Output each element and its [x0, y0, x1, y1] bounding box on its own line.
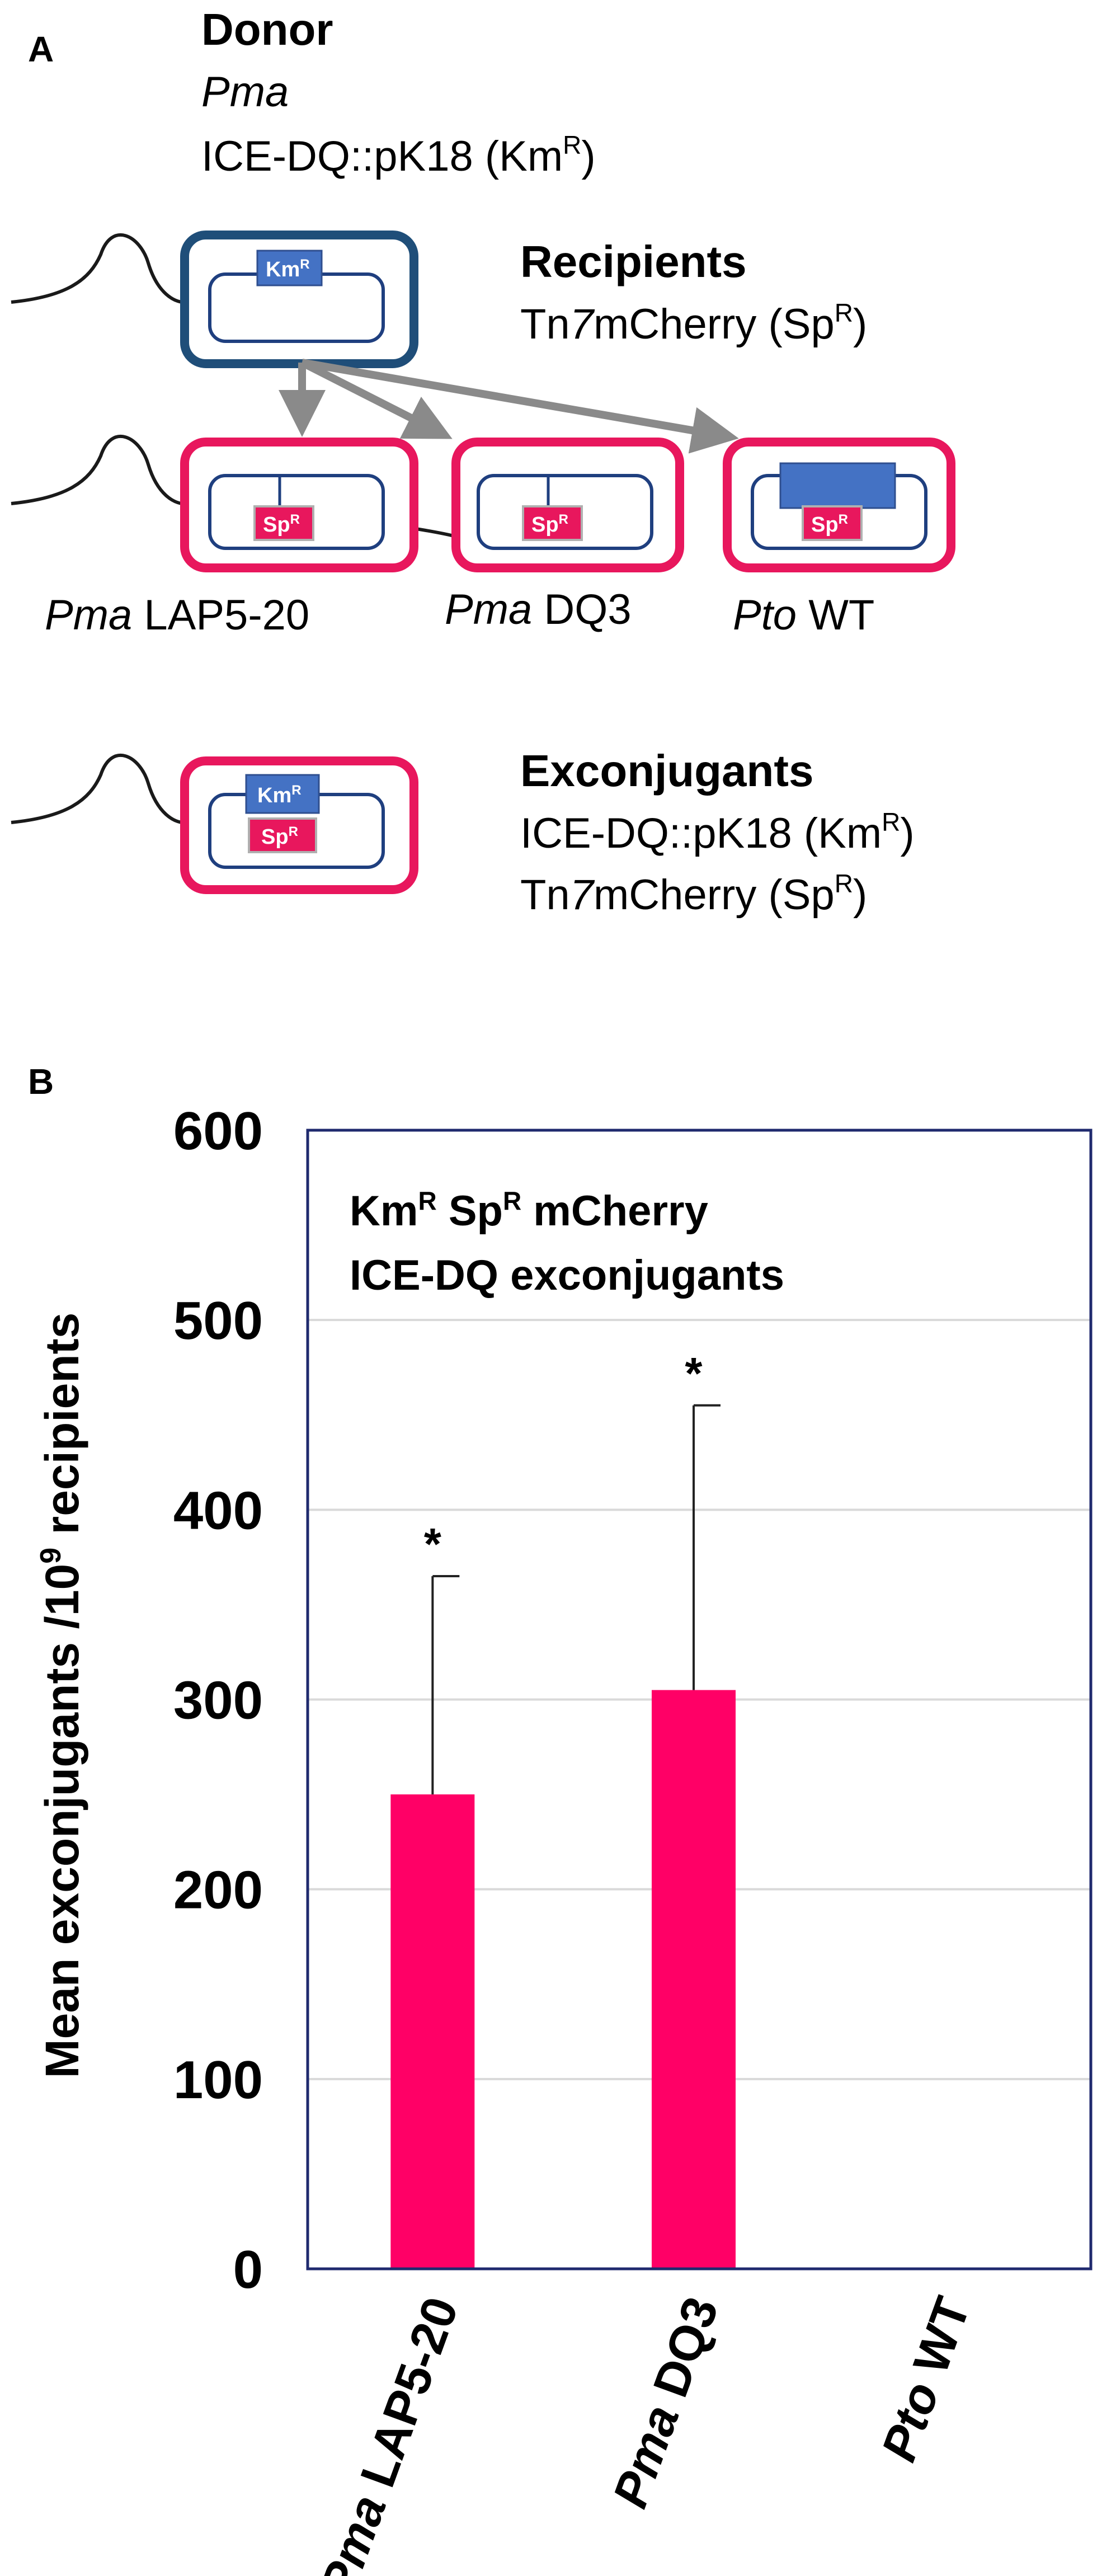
recipient-cell-outline: [451, 438, 684, 572]
arrow-to-dq3: [300, 359, 453, 439]
donor-title: Donor: [201, 4, 333, 54]
exconjugants-line1: ICE-DQ::pK18 (KmR): [520, 807, 915, 857]
recipient-sp-label: SpR: [531, 512, 568, 537]
y-tick-label: 100: [173, 2050, 263, 2110]
y-tick-labels: 0 100 200 300 400 500 600: [173, 1101, 263, 2300]
bar: [652, 1690, 736, 2269]
y-axis-title: Mean exconjugants /109 recipients: [35, 1313, 88, 2079]
y-tick-label: 500: [173, 1291, 263, 1351]
exconjugants-title: Exconjugants: [520, 746, 814, 796]
exconjugant-cell: KmR SpR: [11, 753, 418, 894]
recipient-plasmid: [208, 474, 385, 550]
donor-cell: KmR: [11, 231, 418, 368]
panel-a-label: A: [28, 29, 54, 69]
x-tick-label-pto-wt: Pto WT: [870, 2290, 981, 2469]
exconjugants-line2: Tn7mCherry (SpR): [520, 869, 867, 919]
transfer-arrows: [279, 359, 739, 454]
recipient-cell-outline: [180, 438, 418, 572]
native-element-block: [779, 462, 896, 509]
x-tick-label-dq3: Pma DQ3: [602, 2290, 729, 2515]
km-resistance-badge: [256, 250, 323, 286]
y-tick-label: 600: [173, 1101, 263, 1161]
km-resistance-badge: [245, 774, 320, 814]
sp-resistance-badge: [253, 505, 314, 541]
recipient-sp-label: SpR: [811, 512, 848, 537]
exconjugant-sp-label: SpR: [261, 824, 298, 849]
strain-label-dq3: Pma DQ3: [445, 586, 632, 633]
exconjugant-chromosome: [11, 753, 191, 825]
y-tick-label: 400: [173, 1480, 263, 1540]
bars: [390, 1690, 736, 2269]
x-tick-label-lap5-20: Pma LAP5-20: [309, 2290, 468, 2576]
sp-resistance-badge: [522, 505, 583, 541]
exconjugant-km-label: KmR: [257, 783, 302, 807]
plot-frame: [306, 1129, 1093, 2271]
panel-b: B Mean exconjugants /109 recipients 0 100…: [28, 1061, 1093, 2576]
bar: [390, 1794, 475, 2269]
strain-label-pto-wt: Pto WT: [733, 591, 874, 639]
recipient-cell-lap5-20: SpR: [180, 438, 418, 572]
error-bars: [431, 1404, 721, 1795]
sp-resistance-badge: [802, 505, 863, 541]
inset-label-line2: ICE-DQ exconjugants: [350, 1252, 784, 1299]
inset-label-line1: KmR SpR mCherry: [350, 1186, 708, 1235]
significance-markers: **: [424, 1348, 703, 1569]
donor-construct: ICE-DQ::pK18 (KmR): [201, 130, 596, 180]
significance-star: *: [424, 1519, 442, 1569]
recipient-plasmid: [477, 474, 653, 550]
donor-km-label: KmR: [266, 257, 310, 281]
arrow-to-pto-wt: [301, 359, 739, 454]
recipients-title: Recipients: [520, 237, 747, 286]
recipient-cell-pto-wt: SpR: [723, 438, 955, 572]
recipients-marker: Tn7mCherry (SpR): [520, 298, 867, 348]
donor-chromosome: [11, 233, 191, 304]
significance-star: *: [685, 1348, 703, 1398]
y-tick-label: 300: [173, 1671, 263, 1731]
y-tick-label: 0: [233, 2240, 263, 2300]
donor-species: Pma: [201, 68, 289, 116]
panel-b-label: B: [28, 1061, 54, 1102]
strain-label-lap5-20: Pma LAP5-20: [45, 591, 309, 639]
panel-a: A Donor Pma ICE-DQ::pK18 (KmR) KmR Recip…: [11, 4, 955, 919]
recipient-sp-label: SpR: [263, 512, 300, 537]
y-tick-label: 200: [173, 1860, 263, 1920]
recipient-cell-dq3: SpR: [451, 438, 684, 572]
sp-resistance-badge: [248, 817, 317, 853]
